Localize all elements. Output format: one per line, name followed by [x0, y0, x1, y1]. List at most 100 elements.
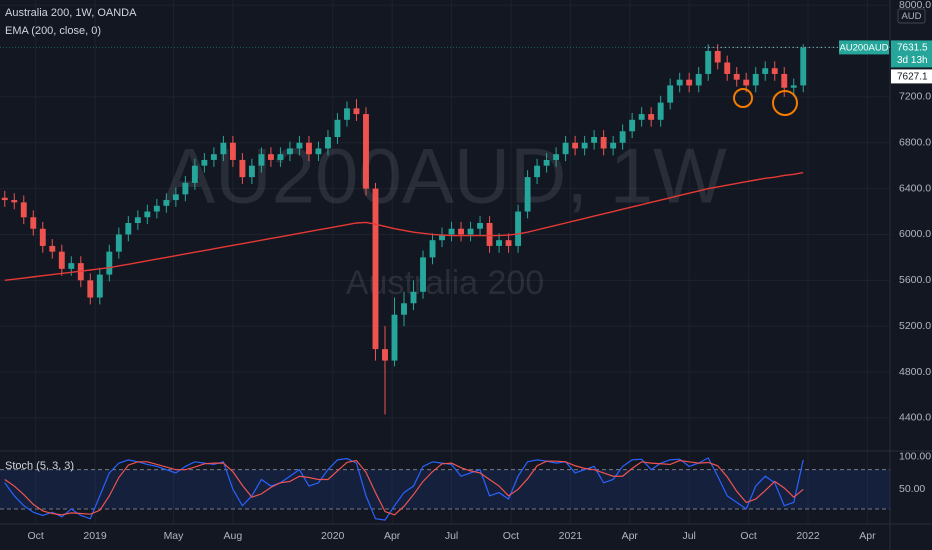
candle-body	[87, 280, 94, 298]
annotation-circle	[772, 90, 798, 116]
x-tick-label: Apr	[384, 530, 401, 542]
y-tick-label: 5600.0	[899, 274, 931, 286]
indicator-legend: EMA (200, close, 0)	[5, 25, 101, 37]
candle-body	[581, 142, 588, 149]
y-tick-label: 4400.0	[899, 412, 931, 424]
candle-body	[11, 200, 18, 203]
candle-body	[258, 154, 265, 166]
candle-body	[733, 73, 740, 80]
stoch-line	[4, 459, 804, 516]
candle-body	[391, 314, 398, 361]
candle-body	[153, 205, 160, 212]
candle-body	[172, 194, 179, 201]
candle-body	[106, 251, 113, 275]
candle-body	[781, 73, 788, 88]
candle-body	[20, 202, 27, 218]
candle-body	[296, 142, 303, 149]
x-tick-label: 2022	[796, 530, 820, 542]
candle-body	[372, 188, 379, 350]
candle-body	[705, 51, 712, 74]
candle-body	[686, 79, 693, 86]
candle-body	[638, 114, 645, 120]
candle-body	[439, 234, 445, 241]
chart-title: Australia 200, 1W, OANDA	[5, 7, 137, 19]
candle-body	[344, 108, 350, 120]
candle-body	[239, 159, 246, 178]
candle-body	[201, 159, 208, 166]
x-tick-label: Aug	[224, 530, 243, 542]
candle-body	[182, 182, 189, 195]
candle-body	[58, 251, 65, 269]
candle-body	[134, 217, 141, 223]
stoch-tick-label: 100.00	[899, 450, 931, 462]
candle-body	[505, 240, 512, 246]
candle-body	[629, 119, 636, 132]
candle-body	[553, 154, 560, 160]
grid	[0, 0, 890, 524]
candle-body	[163, 200, 170, 206]
candle-body	[591, 137, 598, 143]
watermark: AU200AUD, 1W	[163, 132, 727, 220]
candle-body	[486, 222, 493, 246]
watermark-subtitle: Australia 200	[346, 264, 544, 302]
candle-body	[562, 142, 569, 155]
candle-body	[191, 165, 198, 183]
x-tick-label: May	[164, 530, 185, 542]
candle-body	[515, 211, 522, 246]
candle-body	[363, 114, 369, 189]
ema-line	[4, 171, 804, 282]
candle-body	[410, 291, 417, 304]
y-tick-label: 6000.0	[899, 228, 931, 240]
candle-body	[648, 114, 655, 120]
candle-body	[448, 228, 455, 235]
candle-body	[743, 79, 750, 86]
candle-body	[229, 142, 236, 160]
candle-body	[600, 137, 607, 149]
candle-body	[220, 142, 227, 155]
candle-body	[676, 79, 683, 86]
stoch-band	[0, 469, 890, 509]
candle-body	[657, 102, 664, 120]
x-tick-label: Oct	[27, 530, 43, 542]
currency-box	[897, 8, 926, 24]
x-tick-label: Apr	[622, 530, 639, 542]
candle-body	[800, 47, 807, 86]
y-tick-label: 6800.0	[899, 137, 931, 149]
candle-body	[524, 177, 531, 212]
stoch-tick-label: 50.00	[899, 483, 925, 495]
candle-body	[210, 154, 217, 160]
last-price-box	[891, 40, 932, 68]
candle-body	[68, 263, 75, 269]
x-tick-label: Oct	[503, 530, 519, 542]
candle-body	[572, 142, 579, 149]
candle-body	[144, 211, 151, 218]
x-tick-label: 2020	[321, 530, 345, 542]
symbol-label: AU200AUD	[839, 42, 888, 53]
y-tick-label: 6400.0	[899, 182, 931, 194]
candle-body	[115, 234, 122, 252]
candle-body	[267, 154, 274, 160]
candle-body	[96, 274, 103, 298]
candle-body	[534, 165, 541, 178]
candle-body	[315, 148, 322, 155]
candle-body	[762, 68, 769, 74]
candle-body	[39, 228, 46, 246]
x-tick-label: Jul	[445, 530, 458, 542]
x-tick-label: Oct	[740, 530, 756, 542]
candle-body	[30, 217, 37, 229]
candle-body	[286, 148, 293, 155]
y-tick-label: 4800.0	[899, 366, 931, 378]
candle-body	[610, 142, 617, 149]
candle-body	[724, 62, 731, 74]
candle-body	[543, 159, 550, 166]
candle-body	[667, 85, 674, 103]
axes: Oct 2019 May Aug 2020 Apr Jul Oct 2021 Apr Jul Oct 2…	[27, 0, 931, 542]
ask-price-label: 7627.1	[897, 72, 928, 83]
ask-price-box	[891, 69, 932, 84]
candle-body	[49, 245, 56, 252]
candle-body	[619, 131, 626, 143]
x-tick-label: Jul	[682, 530, 695, 542]
